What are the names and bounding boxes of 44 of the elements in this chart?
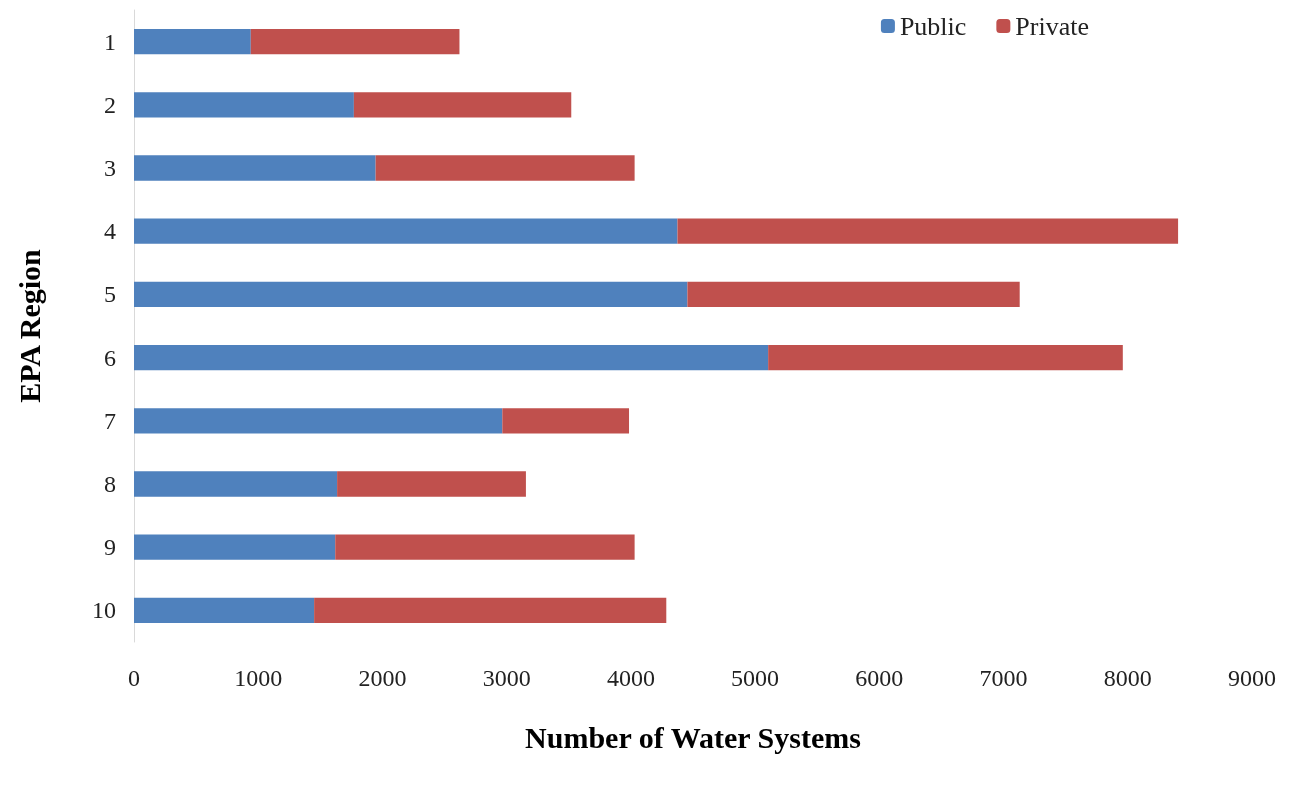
bar [134, 218, 678, 244]
y-axis-title: EPA Region [12, 248, 46, 403]
y-tick-label: 4 [104, 218, 116, 245]
x-tick-label: 2000 [358, 665, 407, 691]
y-tick-label: 1 [104, 28, 116, 55]
bar [677, 218, 1179, 244]
bar [134, 344, 769, 371]
x-tick-label: 6000 [855, 665, 904, 691]
bar [314, 597, 667, 624]
y-tick-label: 6 [104, 344, 116, 371]
x-tick-label: 7000 [979, 665, 1028, 691]
bar [375, 155, 635, 181]
y-tick-label: 8 [104, 471, 116, 497]
y-tick-label: 2 [104, 91, 116, 118]
bar [502, 408, 630, 434]
y-tick-label: 10 [92, 597, 116, 624]
x-tick-label: 5000 [731, 665, 780, 691]
bar [337, 471, 526, 497]
x-tick-label: 8000 [1103, 665, 1152, 691]
y-tick-label: 7 [104, 407, 116, 434]
x-tick-label: 9000 [1228, 665, 1276, 691]
bar [134, 92, 354, 118]
y-tick-label: 3 [104, 155, 116, 181]
y-tick-label: 5 [104, 281, 116, 308]
bar [768, 344, 1123, 371]
bar [687, 281, 1020, 308]
x-tick-label: 0 [128, 665, 140, 691]
bar [134, 281, 688, 308]
legend-label: Private [1015, 11, 1090, 41]
x-tick-label: 4000 [606, 665, 655, 691]
x-tick-label: 3000 [482, 665, 531, 691]
bar [134, 534, 336, 560]
bar [134, 155, 376, 181]
bar [134, 471, 338, 497]
bar [250, 28, 460, 55]
bar [353, 92, 572, 118]
bar [134, 408, 503, 434]
x-tick-label: 1000 [234, 665, 283, 691]
legend-label: Public [899, 11, 967, 41]
x-axis-title: Number of Water Systems [525, 720, 861, 754]
bar [335, 534, 635, 560]
y-tick-label: 9 [104, 534, 116, 561]
bar [134, 597, 315, 624]
bar [134, 28, 251, 55]
